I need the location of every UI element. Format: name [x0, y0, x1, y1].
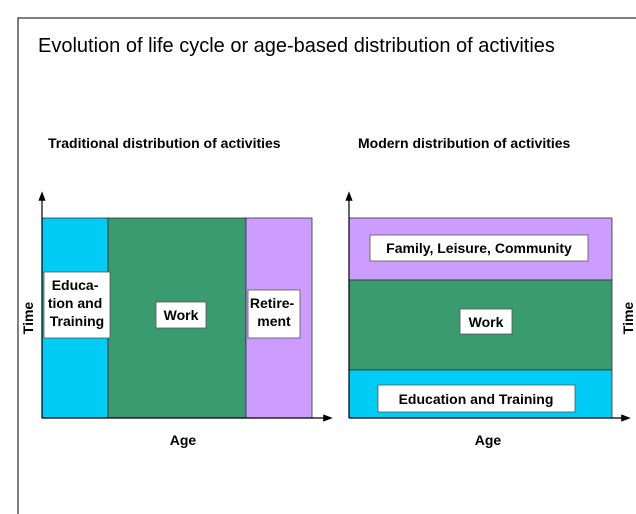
x-label: Age — [475, 432, 502, 448]
label-box — [369, 234, 589, 262]
label-box — [377, 384, 576, 413]
segment-label: Work — [164, 307, 199, 323]
y-label: Time — [620, 302, 636, 335]
subtitle: Modern distribution of activities — [358, 135, 571, 151]
label-line: Educa- — [52, 277, 99, 293]
label-line: ment — [257, 313, 291, 329]
title: Evolution of life cycle or age-based dis… — [38, 35, 555, 57]
label-box — [43, 271, 111, 339]
label-line: tion and — [48, 295, 102, 311]
segment-label: Retire- ment — [250, 295, 298, 329]
label-box — [247, 289, 301, 339]
label-box — [155, 301, 207, 329]
segment-label: Family, Leisure, Community — [386, 240, 572, 256]
segment-label: Work — [469, 314, 504, 330]
segment-label: Education and Training — [399, 391, 554, 407]
label-line: Training — [50, 313, 104, 329]
label-box — [459, 308, 513, 335]
segment-label: Educa- tion and Training — [48, 277, 106, 329]
y-label: Time — [20, 302, 36, 335]
subtitle: Traditional distribution of activities — [48, 135, 281, 151]
x-label: Age — [170, 432, 197, 448]
label-line: Retire- — [250, 295, 295, 311]
